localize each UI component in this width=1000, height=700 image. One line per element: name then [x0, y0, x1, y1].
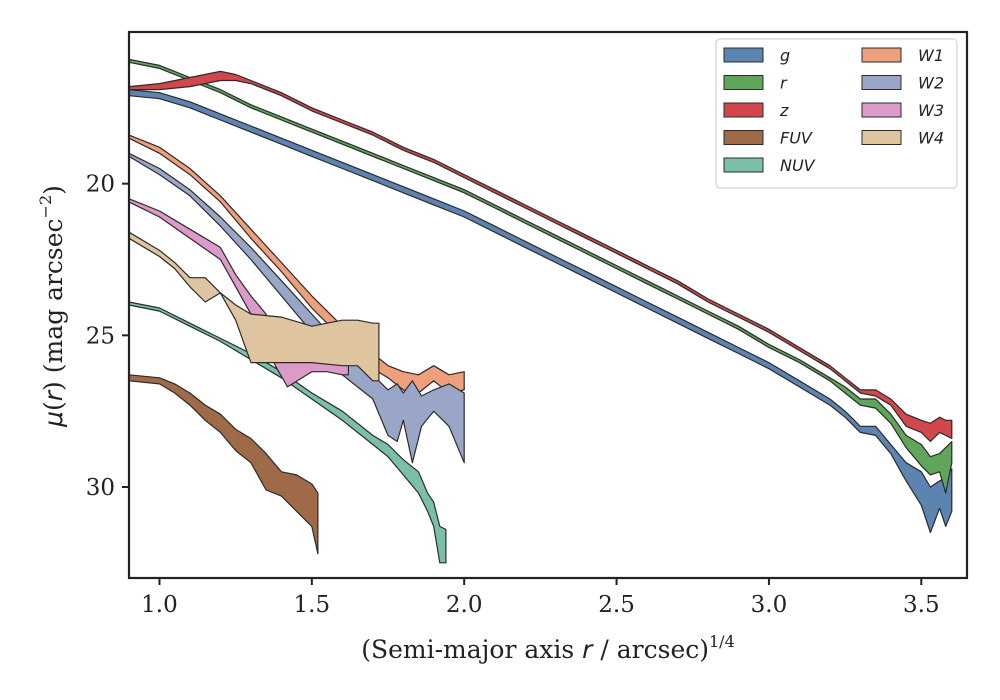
legend-item-w1: W1 — [861, 46, 944, 65]
y-axis-label-var: r — [39, 389, 68, 401]
y-axis-label: μ(r) (mag arcsec−2) — [36, 185, 68, 428]
x-tick-label: 2.0 — [446, 592, 483, 618]
y-axis-label-exp: −2 — [36, 195, 55, 219]
legend-swatch — [861, 102, 902, 118]
x-tick-label: 3.5 — [903, 592, 940, 618]
legend-item-w3: W3 — [861, 101, 944, 120]
legend-swatch — [861, 47, 902, 63]
x-axis-label-var: r — [582, 635, 594, 664]
legend-label: z — [779, 101, 789, 120]
legend-label: W3 — [918, 101, 944, 120]
x-tick-label: 3.0 — [751, 592, 788, 618]
band-fuv — [128, 374, 319, 555]
legend-label: W4 — [918, 129, 944, 148]
legend-swatch — [723, 130, 764, 145]
x-tick-label: 1.0 — [141, 592, 178, 618]
y-tick-label: 20 — [86, 172, 115, 198]
legend-label: NUV — [780, 156, 816, 175]
legend-label: W2 — [918, 74, 944, 93]
x-tick-label: 1.5 — [294, 592, 331, 618]
y-tick-label: 30 — [86, 475, 115, 501]
band-z — [128, 70, 953, 443]
legend-label: g — [780, 46, 790, 65]
legend-item-g: g — [723, 46, 790, 65]
legend-swatch — [723, 47, 764, 63]
legend-item-fuv: FUV — [723, 129, 813, 148]
y-axis-label-unit: ) (mag arcsec — [39, 218, 68, 391]
x-axis-label-post: / arcsec) — [592, 635, 709, 664]
y-axis-ticks: 20 25 30 — [86, 172, 129, 501]
plot-frame — [127, 30, 969, 580]
legend-swatch — [723, 157, 764, 173]
y-axis-label-mu: μ — [39, 411, 68, 428]
legend-item-nuv: NUV — [723, 156, 816, 175]
legend-label: FUV — [780, 129, 813, 148]
legend-item-z: z — [723, 101, 789, 120]
legend-swatch — [861, 75, 902, 90]
legend-item-r: r — [723, 74, 788, 93]
legend-swatch — [723, 102, 764, 118]
y-axis-label-open: ( — [39, 401, 68, 411]
legend-item-w2: W2 — [861, 74, 944, 93]
legend: grz FUV NUV W1 W2 W3 W4 — [715, 38, 958, 189]
series-bands — [128, 58, 953, 564]
x-axis-ticks: 1.0 1.5 2.0 2.5 3.0 3.5 — [141, 578, 940, 618]
legend-item-w4: W4 — [861, 129, 944, 148]
x-axis-label: (Semi-major axis r / arcsec)1/4 — [361, 632, 735, 664]
x-axis-label-exp: 1/4 — [709, 632, 735, 651]
band-r — [128, 58, 953, 494]
legend-swatch — [723, 75, 764, 90]
y-axis-label-close: ) — [39, 185, 68, 195]
y-tick-label: 25 — [86, 323, 115, 349]
band-w1 — [128, 134, 465, 394]
x-tick-label: 2.5 — [598, 592, 635, 618]
legend-label: r — [780, 74, 788, 93]
band-w4 — [128, 231, 380, 382]
legend-swatch — [861, 130, 902, 145]
band-w2 — [128, 152, 465, 464]
x-axis-label-pre: (Semi-major axis — [361, 635, 582, 664]
band-g — [128, 89, 953, 534]
legend-label: W1 — [918, 46, 944, 65]
